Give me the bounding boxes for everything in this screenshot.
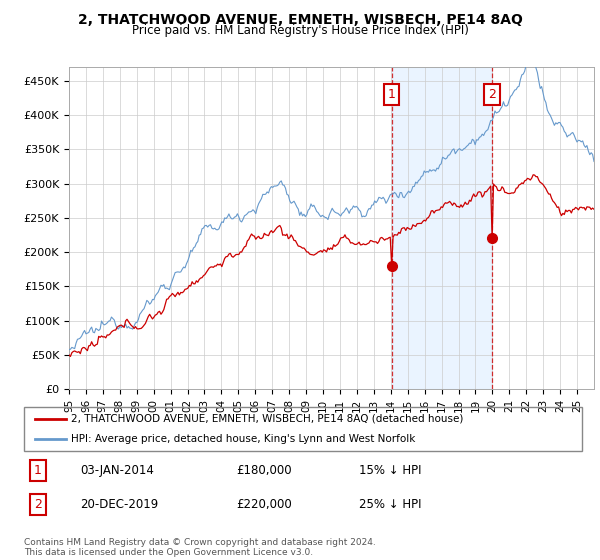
Text: 2, THATCHWOOD AVENUE, EMNETH, WISBECH, PE14 8AQ: 2, THATCHWOOD AVENUE, EMNETH, WISBECH, P… xyxy=(77,13,523,27)
Text: 1: 1 xyxy=(388,88,395,101)
Text: 03-JAN-2014: 03-JAN-2014 xyxy=(80,464,154,477)
Text: Price paid vs. HM Land Registry's House Price Index (HPI): Price paid vs. HM Land Registry's House … xyxy=(131,24,469,37)
Text: 1: 1 xyxy=(34,464,42,477)
Text: 2: 2 xyxy=(34,498,42,511)
Text: 2, THATCHWOOD AVENUE, EMNETH, WISBECH, PE14 8AQ (detached house): 2, THATCHWOOD AVENUE, EMNETH, WISBECH, P… xyxy=(71,414,464,424)
Text: 15% ↓ HPI: 15% ↓ HPI xyxy=(359,464,421,477)
Text: 25% ↓ HPI: 25% ↓ HPI xyxy=(359,498,421,511)
Text: £180,000: £180,000 xyxy=(236,464,292,477)
Text: HPI: Average price, detached house, King's Lynn and West Norfolk: HPI: Average price, detached house, King… xyxy=(71,434,416,444)
Text: Contains HM Land Registry data © Crown copyright and database right 2024.
This d: Contains HM Land Registry data © Crown c… xyxy=(24,538,376,557)
Text: 20-DEC-2019: 20-DEC-2019 xyxy=(80,498,158,511)
Text: £220,000: £220,000 xyxy=(236,498,292,511)
Text: 2: 2 xyxy=(488,88,496,101)
